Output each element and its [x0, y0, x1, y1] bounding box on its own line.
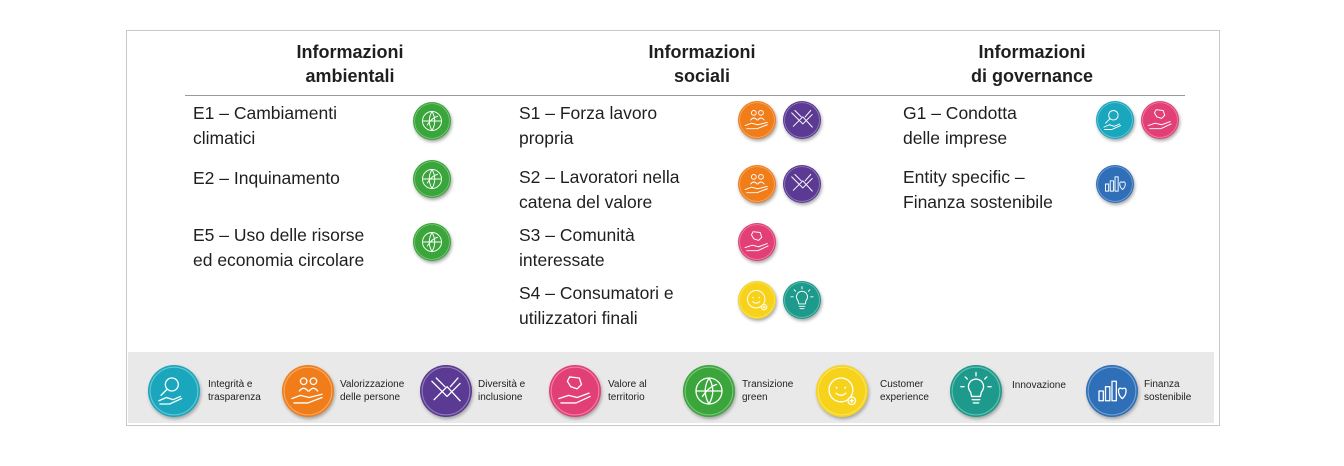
legend-label-line2: sostenibile [1144, 392, 1192, 403]
integrita-trasparenza-glyph [1097, 102, 1133, 138]
legend-customer-experience-icon [816, 365, 868, 417]
valore-territorio-icon [738, 223, 776, 261]
valore-territorio-glyph [739, 224, 775, 260]
topic-s2: S2 – Lavoratori nella catena del valore [519, 167, 680, 212]
transizione-green-icon [413, 223, 451, 261]
integrita-trasparenza-glyph [149, 366, 199, 416]
legend-label-line2: inclusione [478, 392, 523, 403]
topic-e1: E1 – Cambiamenti climatici [193, 103, 337, 148]
legend-transizione-green-icon [683, 365, 735, 417]
legend-label-diversita-inclusione: Diversità e inclusione [478, 378, 525, 404]
transizione-green-glyph [414, 224, 450, 260]
legend-label-finanza-sostenibile: Finanza sostenibile [1144, 378, 1191, 404]
legend-label-customer-experience: Customer experience [880, 378, 929, 404]
legend-innovazione-icon [950, 365, 1002, 417]
integrita-trasparenza-icon [1096, 101, 1134, 139]
valorizzazione-persone-icon [738, 165, 776, 203]
legend-label-line2: trasparenza [208, 392, 261, 403]
legend-valore-territorio-icon [549, 365, 601, 417]
legend-label-integrita-trasparenza: Integrità e trasparenza [208, 378, 261, 404]
legend-label-line1: Valore al [608, 379, 647, 390]
valorizzazione-persone-glyph [739, 102, 775, 138]
valore-territorio-glyph [1142, 102, 1178, 138]
topic-e5: E5 – Uso delle risorse ed economia circo… [193, 225, 365, 270]
legend-bar: Integrità e trasparenza Valorizzazione dell… [128, 352, 1214, 423]
legend-label-line1: Transizione [742, 379, 794, 390]
column-title-governance: Informazioni di governance [970, 42, 1094, 86]
innovazione-icon [783, 281, 821, 319]
valore-territorio-glyph [550, 366, 600, 416]
legend-valorizzazione-persone-icon [282, 365, 334, 417]
diversita-inclusione-glyph [784, 166, 820, 202]
topic-s1: S1 – Forza lavoro propria [519, 103, 658, 148]
finanza-sostenibile-glyph [1097, 166, 1133, 202]
transizione-green-icon [413, 160, 451, 198]
topic-s3: S3 – Comunità interessate [519, 225, 635, 270]
topic-entity-specific: Entity specific – Finanza sostenibile [903, 167, 1053, 212]
diversita-inclusione-icon [783, 165, 821, 203]
topic-s4: S4 – Consumatori e utilizzatori finali [519, 283, 674, 328]
column-title-environmental: Informazioni ambientali [296, 42, 404, 86]
legend-label-line1: Customer [880, 379, 924, 390]
legend-integrita-trasparenza-icon [148, 365, 200, 417]
legend-label-valore-territorio: Valore al territorio [608, 378, 647, 404]
valorizzazione-persone-icon [738, 101, 776, 139]
finanza-sostenibile-icon [1096, 165, 1134, 203]
legend-label-line1: Valorizzazione [340, 379, 405, 390]
diversita-inclusione-glyph [421, 366, 471, 416]
customer-experience-icon [738, 281, 776, 319]
legend-label-line1: Innovazione [1012, 380, 1066, 391]
transizione-green-glyph [414, 103, 450, 139]
esg-diagram-frame: Informazioni ambientali Informazioni soc… [126, 30, 1220, 426]
legend-label-valorizzazione-persone: Valorizzazione delle persone [340, 378, 404, 404]
legend-label-transizione-green: Transizione green [742, 378, 793, 404]
legend-label-line1: Integrità e [208, 379, 253, 390]
valorizzazione-persone-glyph [283, 366, 333, 416]
valorizzazione-persone-glyph [739, 166, 775, 202]
customer-experience-glyph [739, 282, 775, 318]
innovazione-glyph [784, 282, 820, 318]
diversita-inclusione-icon [783, 101, 821, 139]
transizione-green-icon [413, 102, 451, 140]
diversita-inclusione-glyph [784, 102, 820, 138]
finanza-sostenibile-glyph [1087, 366, 1137, 416]
topic-g1: G1 – Condotta delle imprese [903, 103, 1017, 148]
legend-label-innovazione: Innovazione [1012, 379, 1066, 392]
transizione-green-glyph [684, 366, 734, 416]
legend-diversita-inclusione-icon [420, 365, 472, 417]
legend-label-line2: green [742, 392, 768, 403]
header-divider [185, 95, 1185, 96]
valore-territorio-icon [1141, 101, 1179, 139]
legend-label-line1: Finanza [1144, 379, 1180, 390]
innovazione-glyph [951, 366, 1001, 416]
legend-label-line2: delle persone [340, 392, 401, 403]
legend-label-line2: territorio [608, 392, 645, 403]
customer-experience-glyph [817, 366, 867, 416]
legend-label-line2: experience [880, 392, 929, 403]
topic-e2: E2 – Inquinamento [193, 168, 340, 188]
column-title-social: Informazioni sociali [648, 42, 756, 86]
transizione-green-glyph [414, 161, 450, 197]
legend-label-line1: Diversità e [478, 379, 526, 390]
legend-finanza-sostenibile-icon [1086, 365, 1138, 417]
